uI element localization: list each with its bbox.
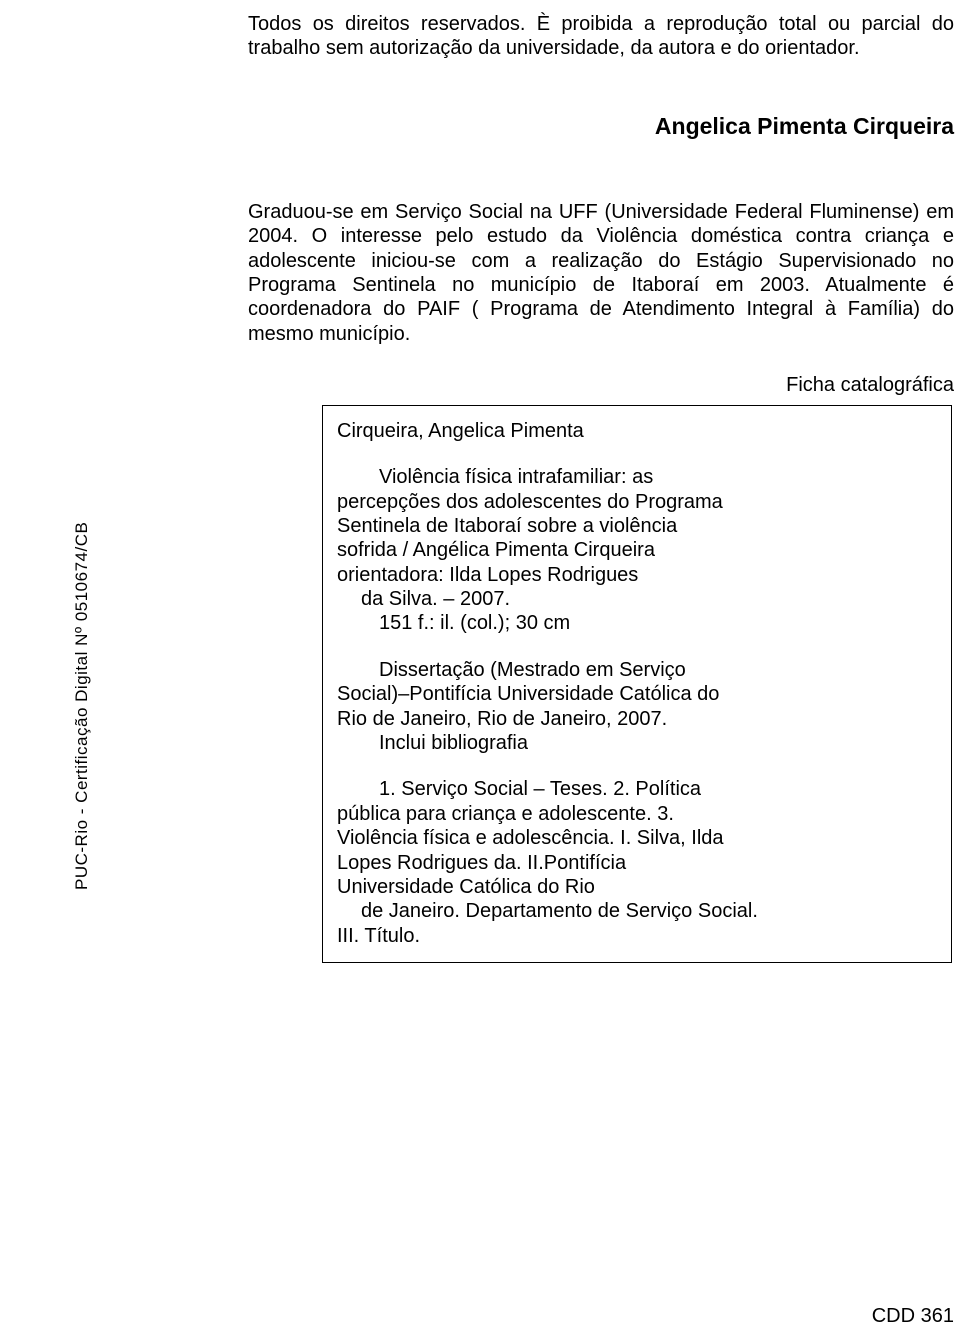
catalog-title-block: Violência física intrafamiliar: as perce… [337, 465, 937, 636]
cdd-code: CDD 361 [872, 1305, 954, 1328]
catalog-line: 151 f.: il. (col.); 30 cm [337, 611, 937, 635]
catalog-line: Rio de Janeiro, Rio de Janeiro, 2007. [337, 707, 937, 731]
catalog-line: Inclui bibliografia [337, 731, 937, 755]
catalog-line: orientadora: Ilda Lopes Rodrigues [337, 563, 937, 587]
catalog-line: de Janeiro. Departamento de Serviço Soci… [337, 899, 937, 923]
catalog-subjects-block: 1. Serviço Social – Teses. 2. Política p… [337, 777, 937, 948]
catalog-line: Violência física e adolescência. I. Silv… [337, 826, 937, 850]
catalog-line: Lopes Rodrigues da. II.Pontifícia [337, 851, 937, 875]
catalog-line: Dissertação (Mestrado em Serviço [337, 658, 937, 682]
author-name-title: Angelica Pimenta Cirqueira [248, 113, 954, 140]
catalog-line: III. Título. [337, 924, 937, 948]
catalog-line: Universidade Católica do Rio [337, 875, 937, 899]
bio-paragraph: Graduou-se em Serviço Social na UFF (Uni… [248, 200, 954, 346]
catalog-line: Violência física intrafamiliar: as [337, 465, 937, 489]
catalog-line: sofrida / Angélica Pimenta Cirqueira [337, 538, 937, 562]
certification-sidebar: PUC-Rio - Certificação Digital Nº 051067… [72, 522, 92, 890]
catalog-line: pública para criança e adolescente. 3. [337, 802, 937, 826]
catalog-dissertation-block: Dissertação (Mestrado em Serviço Social)… [337, 658, 937, 756]
catalog-record-box: Cirqueira, Angelica Pimenta Violência fí… [322, 405, 952, 963]
ficha-catalografica-label: Ficha catalográfica [248, 374, 954, 397]
catalog-line: percepções dos adolescentes do Programa [337, 490, 937, 514]
catalog-author: Cirqueira, Angelica Pimenta [337, 420, 937, 443]
catalog-line: da Silva. – 2007. [337, 587, 937, 611]
catalog-line: 1. Serviço Social – Teses. 2. Política [337, 777, 937, 801]
rights-paragraph: Todos os direitos reservados. È proibida… [248, 12, 954, 61]
catalog-line: Social)–Pontifícia Universidade Católica… [337, 682, 937, 706]
main-content: Todos os direitos reservados. È proibida… [248, 12, 954, 963]
catalog-line: Sentinela de Itaboraí sobre a violência [337, 514, 937, 538]
